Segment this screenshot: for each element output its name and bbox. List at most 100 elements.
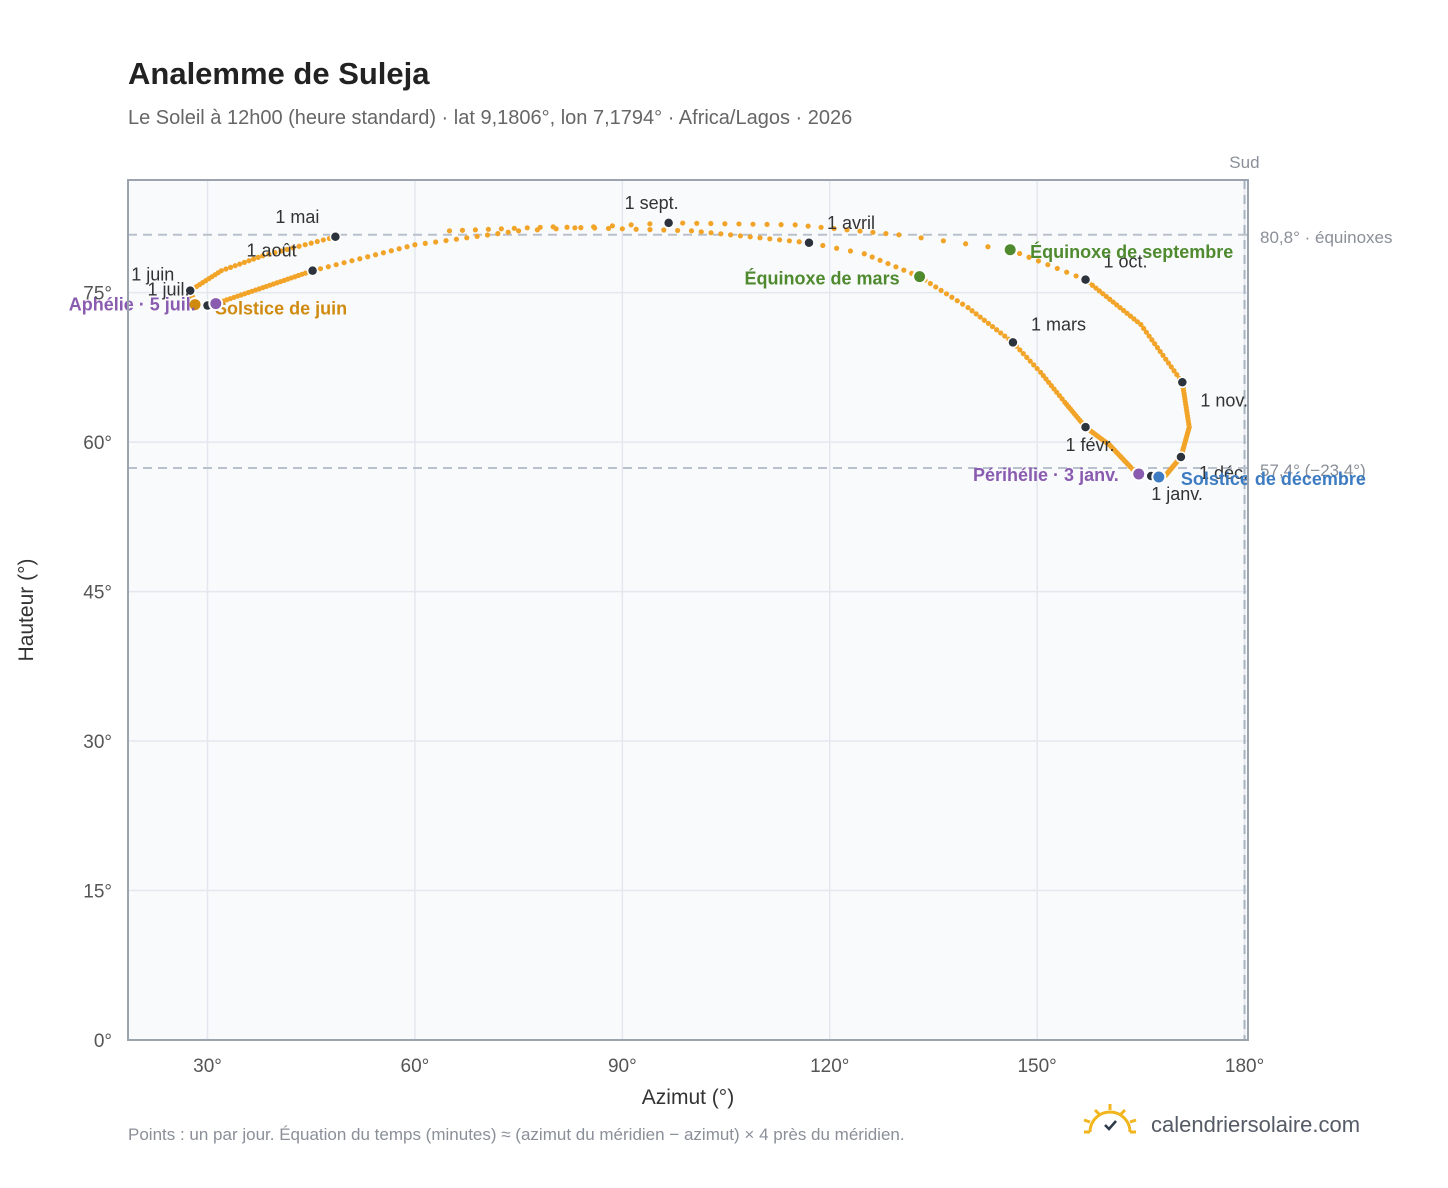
daily-sun-point	[1165, 360, 1172, 366]
daily-sun-point	[973, 311, 979, 317]
daily-sun-point	[605, 225, 612, 232]
daily-sun-point	[893, 264, 899, 270]
daily-sun-point	[453, 236, 459, 242]
daily-sun-point	[747, 234, 753, 240]
daily-sun-point	[1017, 347, 1023, 353]
footnote: Points : un par jour. Équation du temps …	[128, 1125, 905, 1144]
daily-sun-point	[505, 229, 511, 235]
daily-sun-point	[1124, 310, 1130, 316]
event-marker	[1151, 469, 1167, 485]
daily-sun-point	[985, 244, 991, 250]
daily-sun-point	[861, 251, 867, 257]
month-marker	[803, 237, 815, 249]
month-marker	[1176, 376, 1189, 389]
month-marker	[329, 231, 342, 243]
daily-sun-point	[927, 280, 933, 287]
daily-sun-point	[534, 227, 540, 233]
daily-sun-point	[628, 222, 634, 228]
daily-sun-point	[1016, 250, 1023, 257]
daily-sun-point	[965, 304, 971, 311]
daily-sun-point	[1073, 273, 1079, 279]
daily-sun-point	[474, 233, 480, 240]
daily-sun-point	[757, 235, 763, 241]
daily-sun-point	[1002, 333, 1008, 339]
y-tick-label: 60°	[83, 433, 112, 454]
daily-sun-point	[1141, 325, 1147, 331]
daily-sun-point	[388, 248, 394, 254]
daily-sun-point	[314, 238, 320, 245]
axis-ticks: 30° 60° 90° 120° 150° 180° 0° 15° 30° 45° 60° 75°	[83, 284, 1264, 1077]
month-marker	[1007, 336, 1019, 349]
month-label: 1 déc.	[1199, 463, 1248, 483]
daily-sun-point	[1157, 348, 1163, 355]
daily-sun-point	[396, 246, 402, 252]
daily-sun-point	[459, 227, 466, 233]
daily-sun-point	[831, 225, 837, 232]
daily-sun-point	[796, 239, 802, 245]
daily-sun-point	[365, 254, 371, 260]
daily-sun-point	[1127, 313, 1134, 319]
daily-sun-point	[553, 226, 559, 232]
daily-sun-point	[718, 231, 724, 237]
daily-sun-point	[495, 231, 501, 237]
x-axis-label: Azimut (°)	[642, 1086, 734, 1109]
chart-subtitle: Le Soleil à 12h00 (heure standard) · lat…	[128, 107, 852, 129]
daily-sun-point	[433, 239, 439, 245]
month-marker	[662, 217, 675, 229]
daily-sun-point	[1035, 258, 1042, 264]
daily-sun-point	[736, 221, 742, 227]
daily-sun-point	[1168, 364, 1174, 370]
event-label: Solstice de juin	[215, 299, 347, 319]
daily-sun-point	[940, 238, 946, 244]
altitude-reference-label: 57,4° (−23,4°)	[1260, 461, 1366, 480]
daily-sun-point	[237, 261, 243, 267]
daily-sun-point	[818, 224, 824, 230]
event-marker	[1131, 466, 1147, 482]
sun-logo-icon	[1083, 1104, 1137, 1134]
event-marker	[208, 296, 224, 312]
daily-sun-point	[1174, 371, 1180, 378]
daily-sun-point	[1045, 262, 1051, 268]
y-tick-label: 75°	[83, 284, 112, 305]
daily-sun-point	[223, 266, 229, 272]
month-marker	[306, 264, 319, 277]
daily-sun-point	[1034, 365, 1040, 372]
daily-sun-point	[1163, 356, 1169, 362]
daily-sun-point	[877, 257, 883, 263]
month-marker	[1175, 451, 1187, 463]
month-label: 1 janv.	[1151, 484, 1203, 504]
daily-sun-point	[857, 228, 863, 234]
daily-sun-point	[255, 254, 261, 260]
event-label: Équinoxe de septembre	[1030, 241, 1233, 262]
daily-sun-point	[943, 291, 950, 297]
daily-sun-point	[764, 221, 770, 228]
daily-sun-point	[609, 223, 615, 229]
daily-sun-point	[1020, 351, 1026, 357]
meridian-label: Sud	[1229, 153, 1259, 172]
brand-name: calendriersolaire.com	[1151, 1112, 1360, 1137]
daily-sun-point	[834, 245, 840, 251]
chart-title: Analemme de Suleja	[128, 56, 430, 91]
daily-sun-point	[949, 294, 955, 300]
daily-sun-point	[320, 237, 326, 243]
daily-sun-point	[969, 308, 975, 314]
event-marker	[912, 269, 928, 285]
daily-sun-point	[981, 317, 987, 323]
altitude-reference-label: 80,8° · équinoxes	[1260, 228, 1393, 247]
event-marker	[1002, 242, 1018, 258]
daily-sun-point	[777, 237, 783, 243]
daily-sun-point	[938, 287, 944, 293]
daily-sun-point	[1037, 369, 1044, 375]
daily-sun-point	[688, 228, 695, 234]
daily-sun-point	[1103, 293, 1109, 300]
daily-sun-point	[1138, 321, 1144, 328]
daily-sun-point	[786, 238, 792, 244]
daily-sun-point	[993, 327, 1000, 333]
daily-sun-point	[485, 226, 491, 232]
daily-sun-point	[232, 263, 238, 269]
daily-sun-point	[1160, 352, 1166, 358]
daily-sun-point	[317, 266, 324, 272]
daily-sun-point	[680, 220, 686, 226]
event-label: Équinoxe de mars	[745, 268, 900, 289]
